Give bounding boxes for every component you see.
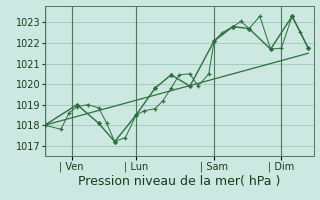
X-axis label: Pression niveau de la mer( hPa ): Pression niveau de la mer( hPa ) (78, 175, 280, 188)
